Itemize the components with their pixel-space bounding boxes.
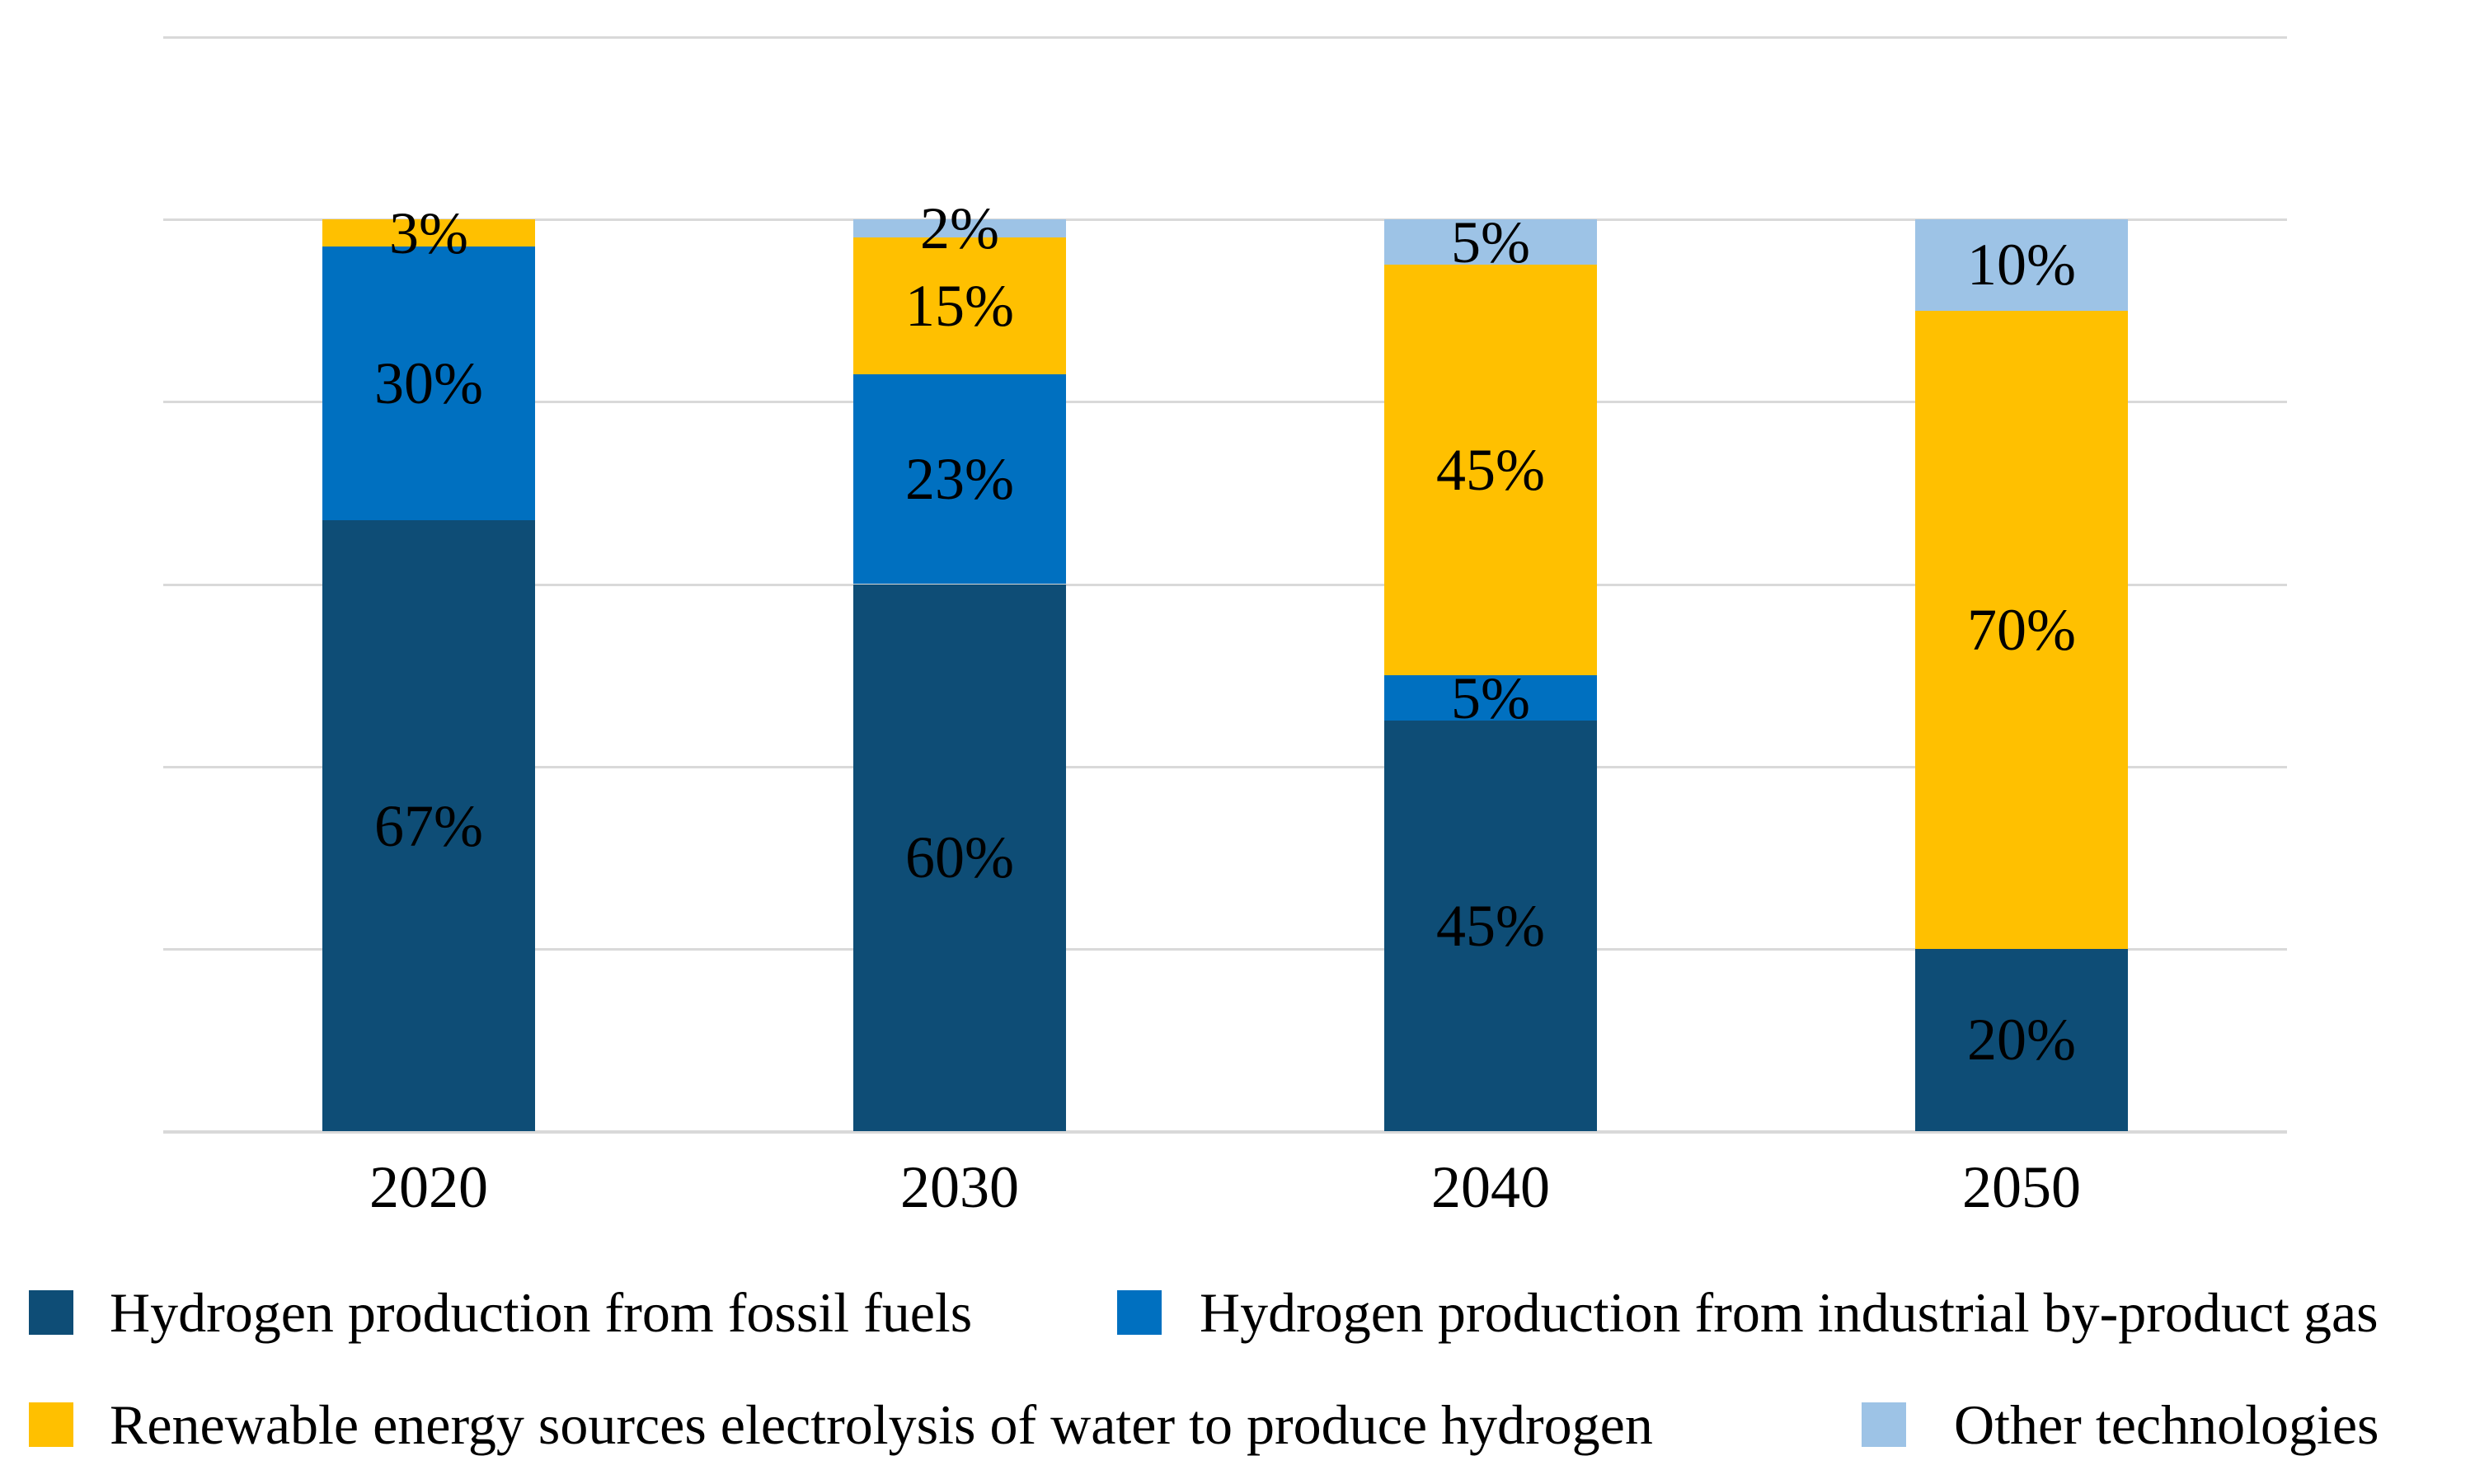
gridline	[163, 401, 2287, 404]
bar-segment	[853, 219, 1066, 238]
legend-swatch-fossil-fuels	[29, 1290, 73, 1335]
data-label: 45%	[1436, 437, 1545, 504]
x-axis-label-2040: 2040	[1431, 1154, 1550, 1220]
bar-segment	[1915, 948, 2128, 1131]
gridline	[163, 218, 2287, 222]
x-axis-label-2030: 2030	[900, 1154, 1019, 1220]
x-axis-label-2050: 2050	[1962, 1154, 2081, 1220]
gridline	[163, 947, 2287, 951]
data-label: 60%	[905, 824, 1014, 891]
x-axis-label-2020: 2020	[369, 1154, 488, 1220]
legend-label-byproduct-gas: Hydrogen production from industrial by-p…	[1200, 1281, 2379, 1344]
data-label: 15%	[905, 273, 1014, 340]
gridline	[163, 765, 2287, 768]
data-label: 5%	[1451, 209, 1530, 275]
bar-segment	[853, 374, 1066, 585]
legend-swatch-other-technologies	[1862, 1402, 1906, 1447]
data-label: 20%	[1967, 1007, 2076, 1073]
bar-segment	[1384, 265, 1597, 676]
data-label: 2%	[920, 195, 999, 262]
x-axis-baseline	[163, 1130, 2287, 1134]
legend-label-renewable-electrolysis: Renewable energy sources electrolysis of…	[110, 1393, 1653, 1456]
legend-label-fossil-fuels: Hydrogen production from fossil fuels	[110, 1281, 973, 1344]
bar-segment	[1384, 721, 1597, 1131]
legend-swatch-renewable-electrolysis	[29, 1402, 73, 1447]
bar-segment	[1915, 310, 2128, 949]
data-label: 70%	[1967, 596, 2076, 663]
gridline	[163, 583, 2287, 586]
data-label: 10%	[1967, 232, 2076, 298]
data-label: 67%	[374, 792, 483, 859]
data-label: 3%	[389, 200, 468, 266]
data-label: 23%	[905, 446, 1014, 513]
bar-segment	[322, 520, 535, 1131]
legend-swatch-byproduct-gas	[1117, 1290, 1162, 1335]
bar-segment	[1384, 675, 1597, 721]
data-label: 45%	[1436, 893, 1545, 960]
bar-segment	[1384, 219, 1597, 265]
bar-segment	[322, 247, 535, 521]
bar-segment	[1915, 219, 2128, 311]
legend-label-other-technologies: Other technologies	[1954, 1393, 2379, 1456]
data-label: 5%	[1451, 665, 1530, 731]
bar-segment	[853, 584, 1066, 1131]
bar-segment	[322, 219, 535, 247]
bar-segment	[853, 237, 1066, 375]
gridline	[163, 36, 2287, 39]
data-label: 30%	[374, 350, 483, 417]
